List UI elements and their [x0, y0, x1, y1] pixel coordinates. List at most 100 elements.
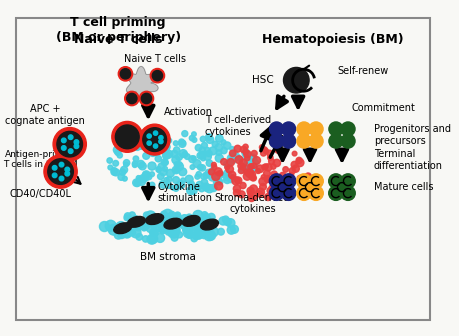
Circle shape: [125, 91, 139, 106]
Circle shape: [292, 165, 299, 172]
Circle shape: [230, 146, 235, 151]
Circle shape: [48, 159, 73, 184]
Circle shape: [184, 219, 192, 227]
Circle shape: [123, 230, 131, 238]
Circle shape: [200, 230, 206, 236]
Circle shape: [141, 225, 147, 231]
Circle shape: [158, 222, 164, 228]
Text: T cell-derived
cytokines: T cell-derived cytokines: [205, 115, 271, 137]
Circle shape: [281, 174, 296, 188]
Circle shape: [119, 169, 126, 175]
Circle shape: [157, 219, 164, 226]
Circle shape: [219, 217, 227, 225]
Circle shape: [195, 144, 202, 151]
Circle shape: [296, 157, 302, 164]
Circle shape: [169, 218, 178, 228]
Circle shape: [203, 213, 210, 220]
Circle shape: [234, 190, 240, 196]
Circle shape: [147, 134, 151, 138]
Circle shape: [303, 180, 317, 194]
Circle shape: [273, 195, 277, 199]
Circle shape: [118, 174, 124, 180]
Circle shape: [276, 175, 282, 181]
Circle shape: [221, 159, 227, 165]
Circle shape: [171, 234, 178, 241]
Text: BM stroma: BM stroma: [140, 252, 196, 261]
Circle shape: [113, 161, 118, 166]
Circle shape: [100, 221, 109, 232]
Text: Mature cells: Mature cells: [374, 182, 433, 192]
Circle shape: [162, 160, 168, 165]
Circle shape: [203, 172, 209, 178]
Circle shape: [273, 188, 280, 195]
Circle shape: [216, 171, 220, 176]
Ellipse shape: [146, 214, 163, 224]
Circle shape: [171, 225, 180, 235]
Circle shape: [139, 91, 154, 106]
Circle shape: [186, 228, 196, 238]
Circle shape: [204, 148, 210, 153]
Circle shape: [196, 181, 203, 188]
Circle shape: [215, 143, 223, 151]
Circle shape: [143, 153, 150, 159]
Text: Stroma-derived
cytokines: Stroma-derived cytokines: [215, 193, 290, 214]
Circle shape: [203, 214, 210, 222]
Circle shape: [212, 165, 217, 170]
Circle shape: [232, 177, 240, 185]
Circle shape: [201, 212, 208, 218]
Circle shape: [235, 177, 242, 184]
Circle shape: [181, 221, 190, 230]
Circle shape: [199, 151, 206, 159]
Circle shape: [296, 159, 304, 167]
Circle shape: [269, 122, 284, 136]
Circle shape: [133, 163, 137, 168]
Circle shape: [147, 215, 157, 224]
Circle shape: [197, 152, 204, 159]
Circle shape: [180, 215, 189, 224]
Circle shape: [269, 186, 284, 200]
Circle shape: [162, 209, 173, 220]
Circle shape: [65, 167, 70, 172]
Circle shape: [133, 156, 139, 162]
Circle shape: [159, 135, 163, 140]
Circle shape: [52, 173, 57, 178]
Circle shape: [176, 154, 182, 160]
Circle shape: [199, 165, 206, 171]
Circle shape: [145, 211, 156, 221]
Circle shape: [274, 182, 282, 190]
Text: Hematopoiesis (BM): Hematopoiesis (BM): [262, 33, 403, 46]
Circle shape: [207, 231, 216, 240]
Circle shape: [237, 156, 243, 162]
Circle shape: [116, 221, 126, 232]
Circle shape: [251, 175, 257, 181]
Circle shape: [208, 185, 213, 190]
Circle shape: [281, 186, 296, 200]
Circle shape: [224, 170, 230, 176]
Circle shape: [68, 149, 73, 154]
Circle shape: [247, 170, 256, 179]
Circle shape: [206, 136, 214, 143]
Circle shape: [172, 166, 180, 174]
Circle shape: [150, 228, 158, 237]
Circle shape: [269, 191, 274, 196]
Circle shape: [246, 168, 254, 175]
Circle shape: [169, 211, 175, 217]
Circle shape: [233, 185, 241, 193]
Circle shape: [144, 220, 150, 227]
Circle shape: [195, 174, 200, 179]
Circle shape: [297, 175, 302, 180]
Circle shape: [206, 134, 212, 140]
Circle shape: [335, 180, 349, 194]
Circle shape: [280, 193, 285, 198]
Circle shape: [191, 156, 196, 161]
Circle shape: [172, 218, 179, 226]
Circle shape: [189, 135, 195, 141]
Circle shape: [245, 158, 252, 165]
Circle shape: [172, 156, 180, 164]
Circle shape: [250, 193, 257, 200]
Circle shape: [135, 224, 142, 231]
Circle shape: [142, 236, 149, 242]
Circle shape: [207, 213, 215, 221]
Circle shape: [234, 145, 241, 152]
Circle shape: [209, 147, 217, 155]
